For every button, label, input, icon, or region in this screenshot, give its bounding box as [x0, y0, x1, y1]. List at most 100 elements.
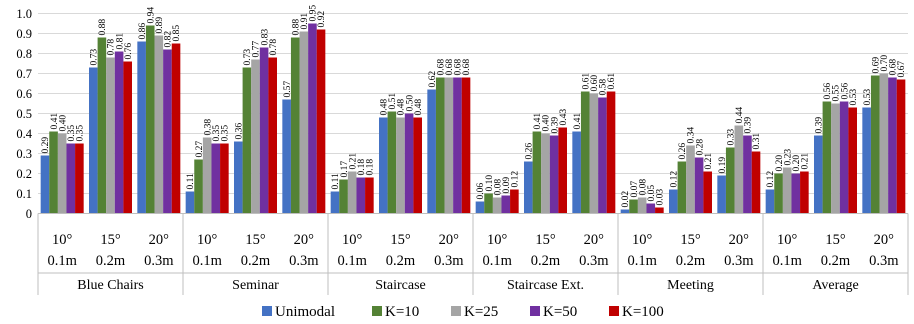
- y-tick-label: 0.6: [16, 87, 32, 101]
- legend-item: K=10: [372, 304, 419, 320]
- x-tick-label: 0.2m: [241, 253, 271, 269]
- data-label: 0.34: [687, 127, 697, 144]
- bar: [251, 59, 260, 214]
- bar: [743, 135, 752, 214]
- bar: [299, 31, 309, 214]
- bar: [242, 67, 252, 214]
- data-label: 0.78: [269, 39, 279, 56]
- bar: [137, 41, 146, 214]
- y-tick-label: 0.8: [16, 47, 32, 61]
- data-label: 0.33: [726, 129, 736, 146]
- bar: [541, 133, 550, 214]
- bar: [163, 49, 172, 214]
- bar: [413, 117, 422, 214]
- data-label: 0.78: [107, 39, 117, 56]
- bar: [751, 151, 761, 214]
- x-tick-label: 10°: [52, 232, 73, 248]
- data-label: 0.68: [454, 59, 464, 76]
- x-tick-label: 15°: [825, 232, 846, 248]
- data-label: 0.35: [76, 125, 86, 142]
- data-label: 0.18: [357, 159, 367, 176]
- data-label: 0.10: [485, 175, 495, 192]
- data-label: 0.48: [380, 99, 390, 116]
- data-label: 0.39: [550, 117, 560, 134]
- bar: [620, 209, 630, 214]
- y-tick-label: 0.9: [16, 27, 32, 41]
- group-label: Staircase: [375, 278, 426, 293]
- bar: [89, 67, 98, 214]
- data-label: 0.86: [138, 23, 148, 40]
- bar: [501, 195, 511, 214]
- bar: [646, 203, 656, 214]
- legend-item: K=50: [530, 304, 577, 320]
- bar: [703, 171, 712, 214]
- data-label: 0.12: [766, 171, 776, 188]
- x-axis: 10° 0.1m 15° 0.2m 20° 0.3m 10° 0.1m 15° 0.2m 20° 0.…: [37, 213, 909, 295]
- y-tick-label: 0.2: [16, 167, 32, 181]
- x-tick-label: 20°: [729, 232, 750, 248]
- y-tick-label: 0.1: [16, 187, 32, 201]
- bar: [356, 177, 366, 214]
- x-tick-label: 0.2m: [531, 253, 561, 269]
- data-label: 0.28: [695, 139, 705, 156]
- bar: [202, 137, 212, 214]
- bar: [282, 99, 291, 214]
- bar: [268, 57, 277, 214]
- bar: [220, 143, 229, 214]
- bar: [75, 143, 84, 214]
- data-label: 0.69: [871, 57, 881, 74]
- data-label: 0.38: [203, 119, 213, 136]
- bar: [185, 191, 195, 214]
- data-label: 0.08: [493, 179, 503, 196]
- data-label: 0.41: [533, 113, 543, 130]
- bar: [774, 173, 783, 214]
- y-tick-label: 0.4: [16, 127, 32, 141]
- data-label: 0.40: [58, 115, 68, 132]
- data-label: 0.83: [260, 29, 270, 46]
- bar: [606, 91, 616, 214]
- data-label: 0.88: [98, 19, 108, 36]
- data-label: 0.77: [252, 41, 262, 58]
- bar: [290, 37, 300, 214]
- bar: [387, 111, 397, 214]
- x-tick-label: 0.1m: [627, 253, 657, 269]
- bar: [734, 125, 744, 214]
- x-tick-label: 15°: [390, 232, 411, 248]
- data-label: 0.76: [124, 43, 134, 60]
- y-tick-label: 0.7: [16, 67, 32, 81]
- x-tick-label: 0.2m: [821, 253, 851, 269]
- bar: [66, 143, 76, 214]
- x-tick-label: 0.2m: [386, 253, 416, 269]
- data-label: 0.43: [559, 109, 569, 126]
- data-label: 0.21: [801, 153, 811, 170]
- bar: [524, 161, 533, 214]
- bar: [896, 79, 906, 214]
- group-label: Meeting: [667, 278, 714, 293]
- bar: [106, 57, 115, 214]
- bar: [404, 113, 414, 214]
- data-label: 0.61: [581, 73, 591, 90]
- data-label: 0.67: [897, 61, 907, 78]
- data-label: 0.58: [599, 79, 609, 96]
- data-label: 0.61: [607, 73, 617, 90]
- x-tick-label: 0.1m: [192, 253, 222, 269]
- bar: [677, 161, 687, 214]
- data-label: 0.48: [414, 99, 424, 116]
- x-tick-label: 0.3m: [869, 253, 899, 269]
- data-label: 0.56: [823, 83, 833, 100]
- x-tick-label: 20°: [149, 232, 170, 248]
- bar: [234, 141, 243, 214]
- x-tick-label: 15°: [680, 232, 701, 248]
- data-label: 0.27: [195, 141, 205, 158]
- data-label: 0.31: [752, 133, 762, 150]
- bar: [862, 107, 871, 214]
- bar: [822, 101, 832, 214]
- bar: [347, 171, 357, 214]
- x-tick-label: 10°: [197, 232, 218, 248]
- bar: [40, 155, 50, 214]
- data-label: 0.12: [670, 171, 680, 188]
- x-tick-label: 10°: [342, 232, 363, 248]
- data-label: 0.20: [775, 155, 785, 172]
- group-label: Blue Chairs: [77, 278, 144, 293]
- legend-swatch: [530, 306, 540, 316]
